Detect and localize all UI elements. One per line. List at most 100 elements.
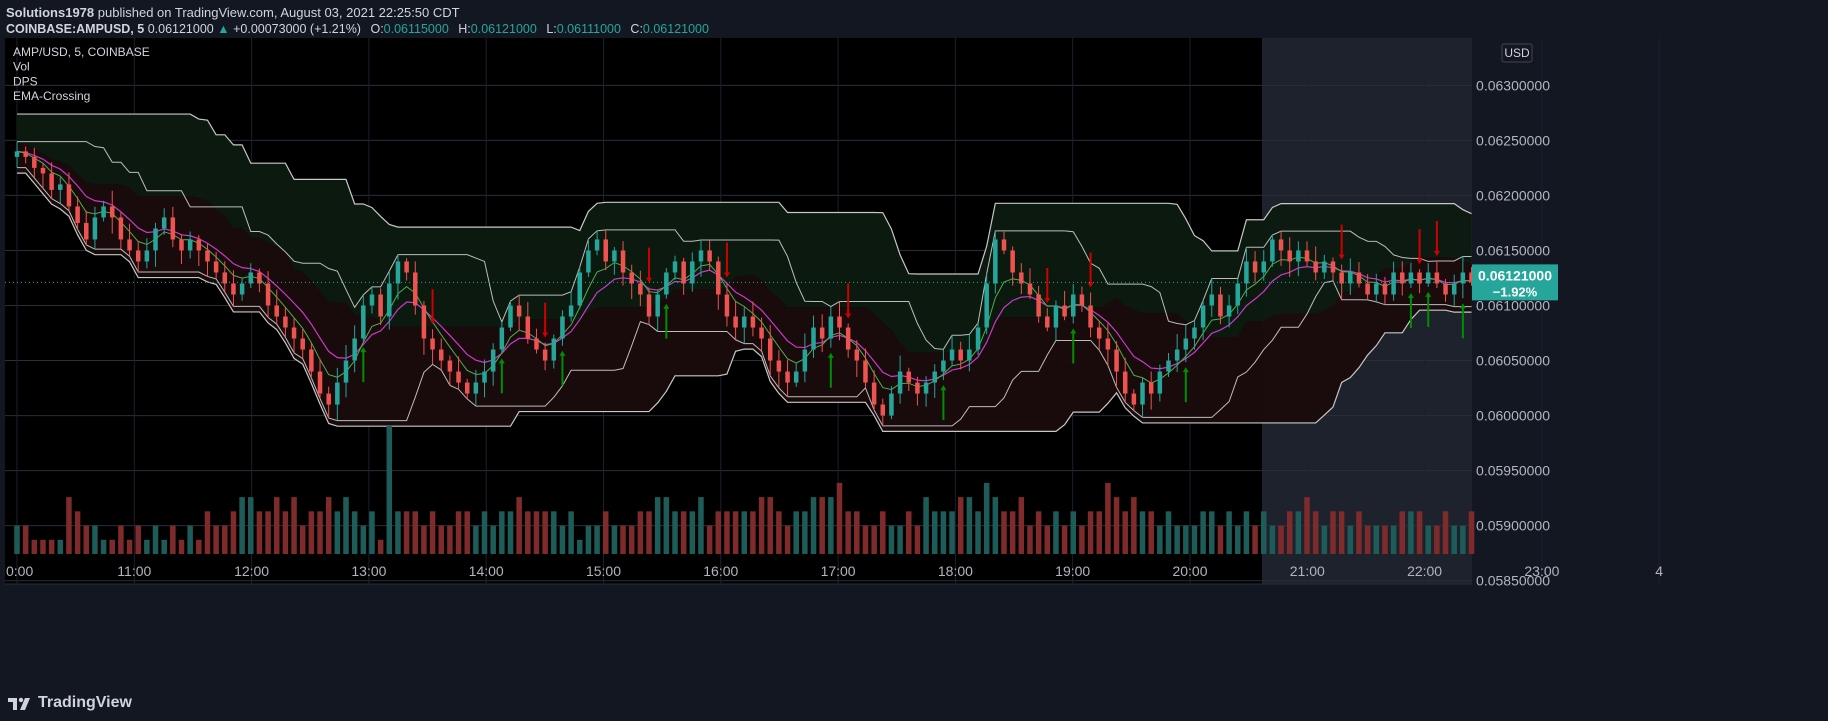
candle [161, 208, 167, 235]
brand-name: TradingView [38, 694, 132, 711]
candle [629, 264, 634, 300]
candle-body [1235, 283, 1241, 306]
candle-body [568, 305, 574, 317]
candle [109, 190, 115, 234]
candle-body [1391, 272, 1396, 295]
candle-body [1209, 294, 1215, 306]
candle [958, 341, 963, 370]
candle-body [1330, 261, 1336, 273]
signal-arrows [360, 220, 1466, 421]
candle [837, 301, 842, 341]
candle-body [742, 316, 747, 328]
volume-bar [957, 497, 964, 554]
candle [326, 386, 331, 418]
candle [170, 206, 176, 248]
candle-body [1148, 382, 1154, 394]
candle [153, 222, 158, 267]
candle [1218, 286, 1223, 325]
volume-bar [334, 511, 341, 554]
candle-body [66, 184, 72, 207]
volume-bar [1347, 525, 1354, 554]
candle [378, 288, 383, 326]
candle-body [1036, 294, 1041, 317]
candle-body [733, 316, 738, 328]
candle [1304, 241, 1310, 266]
volume-bar [57, 539, 64, 554]
candle [828, 306, 834, 348]
candle [620, 241, 626, 286]
candle [482, 359, 487, 398]
volume-bar [14, 525, 20, 554]
candle-body [1019, 272, 1024, 284]
candle [1434, 260, 1440, 289]
candle-body [1270, 239, 1275, 262]
candle [438, 338, 444, 371]
sell-arrow-head-icon [1338, 254, 1345, 260]
volume-bar [914, 525, 921, 554]
candle-body [698, 250, 704, 262]
candle [352, 325, 357, 373]
volume-bar [291, 497, 297, 554]
candle-body [1278, 239, 1284, 251]
volume-bar [1356, 511, 1362, 554]
candle-body [378, 294, 383, 317]
candle-body [1460, 272, 1466, 284]
candle [14, 141, 20, 168]
volume-bar [438, 525, 444, 554]
candle-body [1261, 261, 1266, 273]
candle-body [516, 305, 522, 317]
candle [594, 230, 600, 256]
candle-body [490, 349, 496, 372]
candle-body [828, 316, 834, 339]
candles [14, 141, 1474, 426]
tradingview-logo[interactable]: TradingView [8, 694, 132, 712]
candle [603, 229, 608, 271]
candle [1053, 300, 1059, 341]
volume-bar [698, 497, 704, 554]
candle [975, 323, 981, 355]
time-tick-label: 17:00 [821, 563, 856, 579]
price-tick-label: 0.06100000 [1476, 297, 1550, 313]
price-chart[interactable]: 0.06300000 0.06250000 0.06200000 0.06150000… [0, 0, 1828, 686]
candle [473, 369, 479, 407]
price-tick-label: 0.05850000 [1476, 573, 1550, 589]
volume-bar [317, 511, 323, 554]
volume-bar [1416, 511, 1423, 554]
volume-bar [758, 497, 765, 554]
candle-body [1140, 382, 1145, 405]
high-label: H: [458, 22, 471, 36]
volume-bar [412, 511, 419, 554]
buy-arrow-head-icon [1459, 303, 1466, 309]
volume-bar [750, 511, 756, 554]
candle-body [681, 261, 686, 284]
candle [1045, 308, 1050, 332]
candle-body [1053, 305, 1059, 328]
volume-bar [1096, 511, 1102, 554]
candle-body [1322, 261, 1327, 273]
time-tick-label: 21:00 [1290, 563, 1325, 579]
candle [1400, 261, 1405, 296]
change-value: +0.00073000 (+1.21%) [233, 22, 361, 36]
candle-body [1313, 261, 1318, 273]
candle [1469, 266, 1474, 286]
candle-body [1062, 305, 1067, 317]
candle-body [975, 327, 981, 350]
time-tick-label: 20:00 [1172, 563, 1207, 579]
volume-bar [836, 482, 843, 554]
candle-body [767, 338, 773, 361]
candle [23, 146, 28, 164]
channel-inner-high-line [17, 141, 1472, 350]
sell-arrow-head-icon [1044, 298, 1051, 304]
candle-body [1244, 261, 1249, 284]
volume-bar [706, 525, 713, 554]
volume-bar [369, 511, 375, 554]
volume-bar [1139, 511, 1146, 554]
volume-bar [74, 511, 81, 554]
volume-bar [22, 525, 29, 554]
volume-bar [230, 511, 237, 554]
candle-body [707, 250, 712, 262]
volume-bar [135, 525, 141, 554]
ohlc-line: COINBASE:AMPUSD, 5 0.06121000 ▲ +0.00073… [6, 22, 709, 36]
candle [698, 240, 704, 277]
